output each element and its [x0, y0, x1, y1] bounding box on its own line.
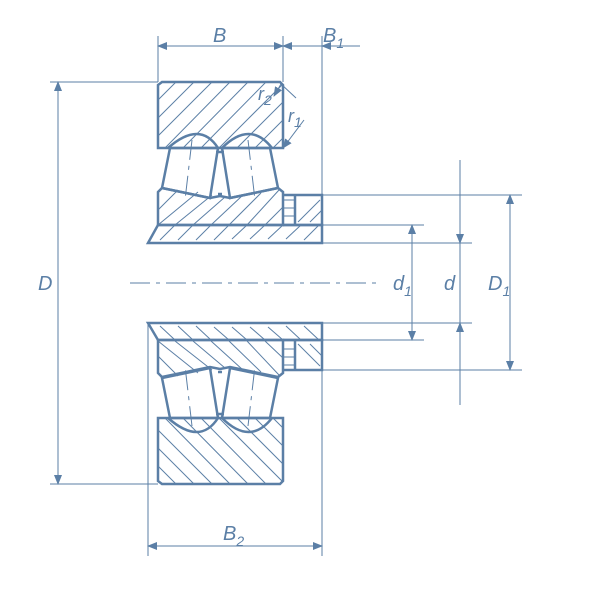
- bearing-diagram: D D1 d d1 B B1 B2 r1 r2: [0, 0, 600, 600]
- label-D: D: [38, 273, 52, 295]
- label-B1: B1: [323, 25, 344, 51]
- label-D1: D1: [488, 273, 510, 299]
- label-d1: d1: [393, 273, 412, 299]
- label-B2: B2: [223, 523, 244, 549]
- label-B: B: [213, 25, 226, 47]
- outer-ring-bottom: [158, 418, 283, 484]
- dim-r2: [274, 84, 296, 98]
- label-r2: r2: [258, 84, 272, 108]
- label-r1: r1: [288, 106, 302, 130]
- label-d: d: [444, 273, 456, 295]
